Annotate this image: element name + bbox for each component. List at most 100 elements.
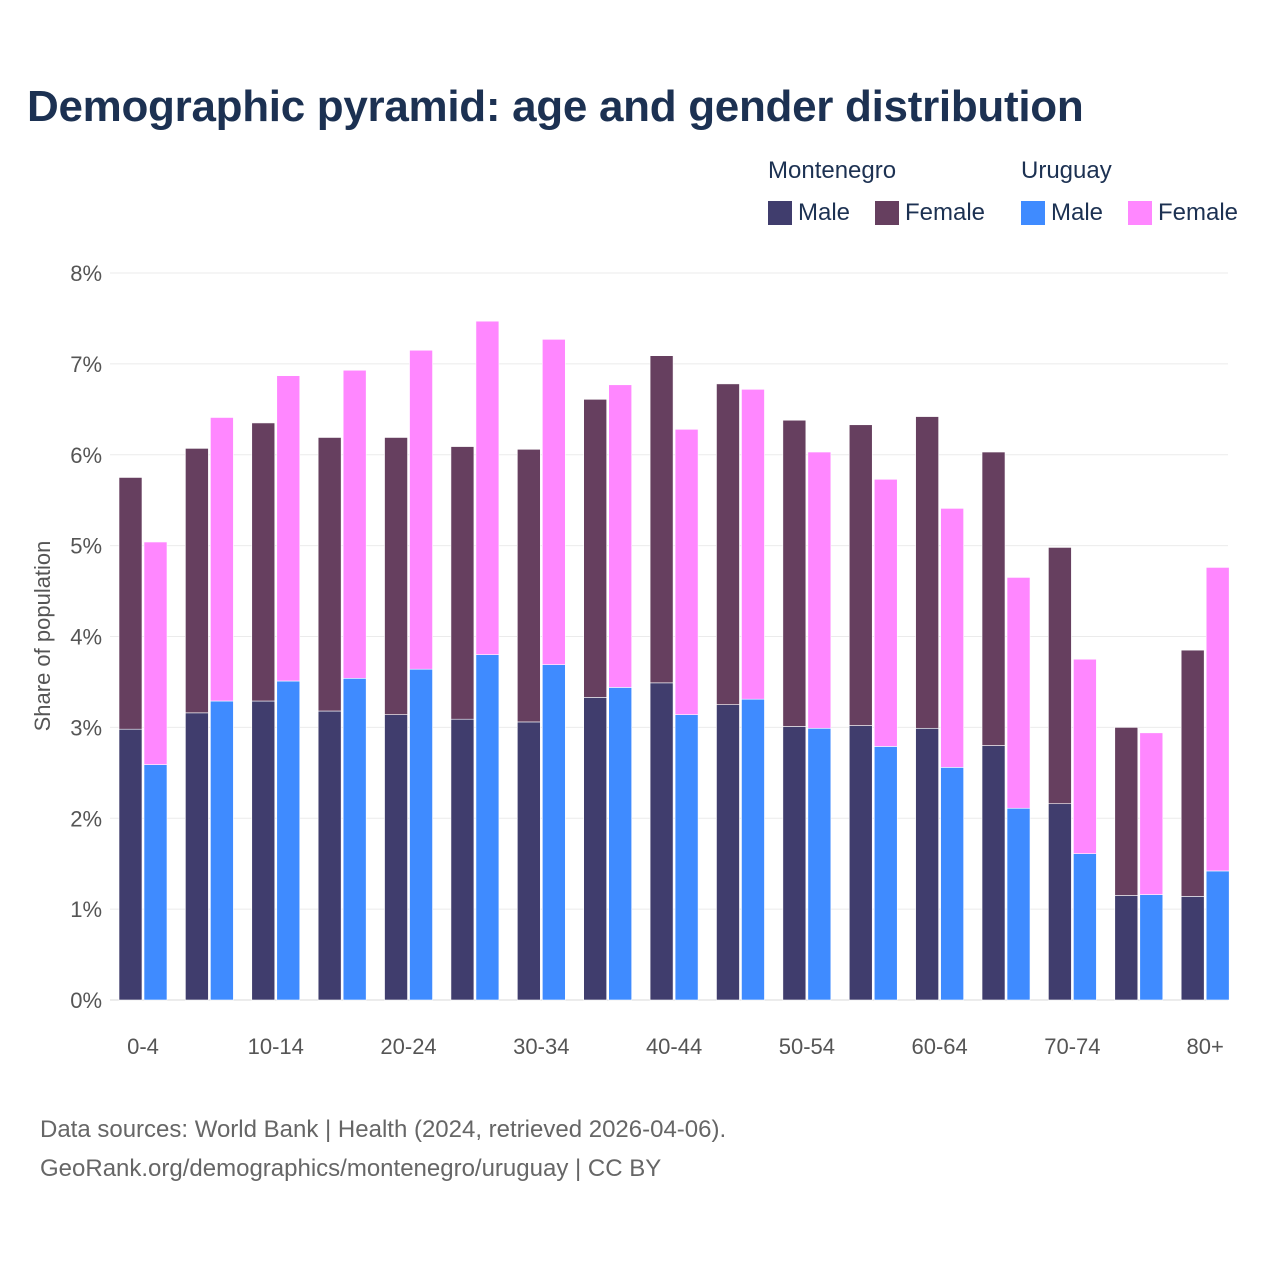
bar-uruguay-female[interactable] [1073, 658, 1097, 854]
legend-montenegro-title: Montenegro [768, 157, 897, 184]
bar-montenegro-female[interactable] [317, 437, 342, 712]
legend-swatch-uruguay-female [1128, 201, 1152, 225]
y-tick-label: 6% [70, 443, 102, 468]
legend-montenegro-male[interactable]: Male [768, 199, 850, 227]
bar-montenegro-female[interactable] [1048, 547, 1072, 805]
legend-label-uruguay-female: Female [1158, 199, 1239, 226]
bar-montenegro-male[interactable] [1114, 895, 1139, 1001]
bar-montenegro-male[interactable] [716, 704, 740, 1001]
bar-uruguay-male[interactable] [143, 764, 168, 1001]
legend-swatch-montenegro-female [875, 201, 899, 225]
bar-uruguay-female[interactable] [1205, 567, 1230, 872]
bar-uruguay-male[interactable] [873, 746, 898, 1001]
y-tick-label: 4% [70, 625, 102, 650]
bar-uruguay-female[interactable] [342, 369, 367, 679]
bar-uruguay-female[interactable] [940, 508, 964, 768]
bar-uruguay-female[interactable] [409, 349, 433, 670]
footer-link[interactable]: GeoRank.org/demographics/montenegro/urug… [40, 1155, 662, 1182]
x-tick-label: 30-34 [513, 1034, 569, 1059]
bar-montenegro-male[interactable] [981, 745, 1006, 1001]
bar-uruguay-female[interactable] [475, 320, 500, 655]
bar-montenegro-male[interactable] [118, 728, 143, 1001]
x-tick-label: 40-44 [646, 1034, 702, 1059]
bar-uruguay-male[interactable] [210, 700, 234, 1001]
bar-uruguay-male[interactable] [1073, 853, 1097, 1001]
bar-montenegro-male[interactable] [1180, 896, 1205, 1001]
bar-montenegro-female[interactable] [981, 451, 1006, 746]
bar-montenegro-female[interactable] [716, 383, 740, 705]
x-tick-label: 50-54 [779, 1034, 835, 1059]
chart-title: Demographic pyramid: age and gender dist… [27, 82, 1084, 131]
bar-uruguay-male[interactable] [542, 664, 566, 1001]
bar-montenegro-male[interactable] [384, 714, 408, 1001]
bar-montenegro-female[interactable] [1114, 727, 1139, 896]
bar-uruguay-female[interactable] [143, 541, 168, 765]
bar-uruguay-female[interactable] [542, 339, 566, 665]
bar-montenegro-male[interactable] [1048, 803, 1072, 1001]
bar-montenegro-male[interactable] [185, 712, 209, 1001]
legend-swatch-uruguay-male [1021, 201, 1045, 225]
bar-uruguay-male[interactable] [674, 714, 699, 1001]
bar-montenegro-female[interactable] [848, 424, 873, 726]
bar-montenegro-male[interactable] [848, 725, 873, 1001]
bar-uruguay-female[interactable] [741, 389, 765, 700]
y-tick-label: 0% [70, 988, 102, 1013]
bar-uruguay-male[interactable] [475, 654, 500, 1001]
bar-montenegro-female[interactable] [915, 416, 939, 729]
bar-uruguay-female[interactable] [674, 428, 699, 715]
bar-uruguay-male[interactable] [342, 677, 367, 1001]
bar-montenegro-male[interactable] [649, 682, 674, 1001]
bar-montenegro-female[interactable] [782, 419, 807, 727]
bar-uruguay-male[interactable] [1006, 807, 1031, 1001]
bar-montenegro-female[interactable] [384, 437, 408, 715]
x-tick-label: 20-24 [380, 1034, 436, 1059]
legend-swatch-montenegro-male [768, 201, 792, 225]
bar-montenegro-male[interactable] [317, 710, 342, 1001]
bar-montenegro-female[interactable] [517, 448, 541, 723]
bar-montenegro-female[interactable] [450, 446, 475, 720]
bar-uruguay-female[interactable] [1006, 577, 1031, 809]
legend-uruguay-title: Uruguay [1021, 157, 1112, 184]
bar-uruguay-male[interactable] [940, 767, 964, 1001]
footer-source: Data sources: World Bank | Health (2024,… [40, 1116, 727, 1143]
bar-uruguay-male[interactable] [807, 727, 832, 1001]
bar-montenegro-male[interactable] [251, 700, 276, 1001]
x-tick-label: 60-64 [911, 1034, 967, 1059]
bar-uruguay-male[interactable] [1139, 894, 1164, 1001]
bar-montenegro-male[interactable] [450, 718, 475, 1001]
bar-uruguay-male[interactable] [276, 680, 301, 1001]
bars [118, 320, 1230, 1001]
legend-label-montenegro-male: Male [798, 199, 851, 226]
legend-uruguay-male[interactable]: Male [1021, 199, 1103, 227]
bar-uruguay-male[interactable] [741, 698, 765, 1001]
bar-montenegro-female[interactable] [649, 355, 674, 684]
y-tick-label: 7% [70, 352, 102, 377]
bar-montenegro-male[interactable] [517, 721, 541, 1001]
bar-montenegro-female[interactable] [1180, 649, 1205, 897]
x-axis-ticks: 0-4 10-14 20-24 30-34 40-44 50-54 60-64 70-74 80… [127, 1034, 1224, 1059]
legend-montenegro-female[interactable]: Female [875, 199, 985, 227]
bar-uruguay-male[interactable] [1205, 870, 1230, 1001]
y-tick-label: 2% [70, 806, 102, 831]
x-tick-label: 10-14 [248, 1034, 304, 1059]
bar-uruguay-male[interactable] [608, 687, 633, 1001]
bar-uruguay-female[interactable] [608, 384, 633, 688]
bar-montenegro-female[interactable] [118, 477, 143, 730]
bar-uruguay-female[interactable] [210, 417, 234, 702]
y-tick-label: 5% [70, 534, 102, 559]
bar-uruguay-male[interactable] [409, 668, 433, 1001]
bar-montenegro-female[interactable] [185, 448, 209, 714]
bar-montenegro-male[interactable] [915, 727, 939, 1001]
legend-uruguay-female[interactable]: Female [1128, 199, 1238, 227]
bar-uruguay-female[interactable] [873, 478, 898, 747]
bar-montenegro-male[interactable] [782, 726, 807, 1001]
bar-uruguay-female[interactable] [276, 375, 301, 682]
y-axis-ticks: 0% 1% 2% 3% 4% 5% 6% 7% 8% [70, 261, 102, 1013]
bar-montenegro-female[interactable] [251, 422, 276, 702]
bar-uruguay-female[interactable] [807, 451, 832, 729]
bar-uruguay-female[interactable] [1139, 732, 1164, 895]
bar-montenegro-female[interactable] [583, 399, 608, 698]
x-tick-label: 70-74 [1044, 1034, 1100, 1059]
bar-montenegro-male[interactable] [583, 697, 608, 1001]
